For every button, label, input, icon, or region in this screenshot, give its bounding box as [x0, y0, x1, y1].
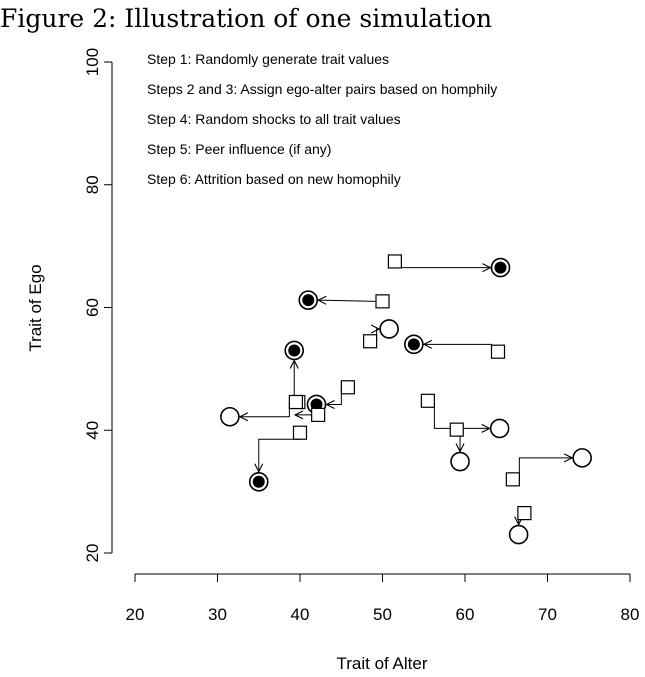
shift-arrow: [519, 520, 525, 525]
shocked-open-point: [489, 418, 510, 439]
shocked-open-point: [572, 448, 592, 468]
start-square-point: [490, 344, 506, 359]
x-tick-label: 50: [373, 605, 392, 624]
shift-arrow: [400, 261, 490, 267]
start-square-point: [375, 294, 390, 309]
shocked-open-point: [508, 524, 529, 545]
shift-arrow: [327, 387, 342, 404]
start-square-point: [340, 380, 355, 395]
y-tick-label: 40: [83, 421, 102, 440]
shift-arrow: [433, 400, 489, 429]
shocked-open-point: [220, 406, 240, 427]
shift-arrow: [457, 435, 460, 451]
x-tick-label: 60: [456, 605, 475, 624]
retained-filled-point: [407, 338, 420, 351]
legend-line: Step 4: Random shocks to all trait value…: [147, 111, 401, 127]
start-square-point: [387, 254, 402, 269]
x-tick-label: 20: [126, 605, 145, 624]
y-tick-label: 60: [83, 298, 102, 317]
start-square-point: [420, 393, 435, 408]
retained-filled-point: [494, 261, 507, 274]
figure-title: Figure 2: Illustration of one simulation: [0, 4, 493, 33]
x-axis-label: Trait of Alter: [336, 654, 427, 673]
legend-line: Step 6: Attrition based on new homophily: [147, 171, 401, 187]
legend-line: Step 5: Peer influence (if any): [147, 141, 331, 157]
retained-filled-point: [252, 475, 265, 488]
start-square-point: [363, 334, 378, 349]
start-square-point: [288, 394, 303, 410]
retained-filled-point: [310, 398, 323, 411]
shift-arrow: [294, 360, 298, 397]
y-tick-label: 80: [83, 175, 102, 194]
start-square-point: [505, 472, 520, 487]
retained-filled-point: [302, 294, 315, 307]
shift-arrow: [318, 300, 377, 301]
legend-line: Step 1: Randomly generate trait values: [147, 51, 389, 67]
shift-arrow: [259, 438, 300, 472]
start-square-point: [449, 422, 464, 437]
y-tick-label: 20: [83, 544, 102, 563]
y-tick-label: 100: [83, 48, 102, 76]
start-square-point: [311, 407, 326, 423]
start-square-point: [517, 506, 532, 521]
x-tick-label: 30: [208, 605, 227, 624]
shift-arrow: [240, 402, 290, 417]
x-tick-label: 70: [538, 605, 557, 624]
x-tick-label: 40: [291, 605, 310, 624]
y-axis-label: Trait of Ego: [26, 264, 45, 351]
step-legend: Step 1: Randomly generate trait values St…: [147, 51, 497, 187]
markers-group: [220, 254, 592, 545]
shocked-open-point: [379, 319, 399, 339]
retained-filled-point: [288, 344, 301, 357]
legend-line: Steps 2 and 3: Assign ego-alter pairs ba…: [147, 81, 497, 97]
arrows-group: [240, 261, 572, 524]
start-square-point: [292, 425, 308, 440]
axes-group: 20 30 40 50 60 70 80 20 40 60 80 100: [83, 48, 639, 624]
shocked-open-point: [450, 451, 470, 472]
shift-arrow: [424, 344, 492, 352]
shift-arrow: [518, 458, 572, 480]
x-tick-label: 80: [621, 605, 640, 624]
